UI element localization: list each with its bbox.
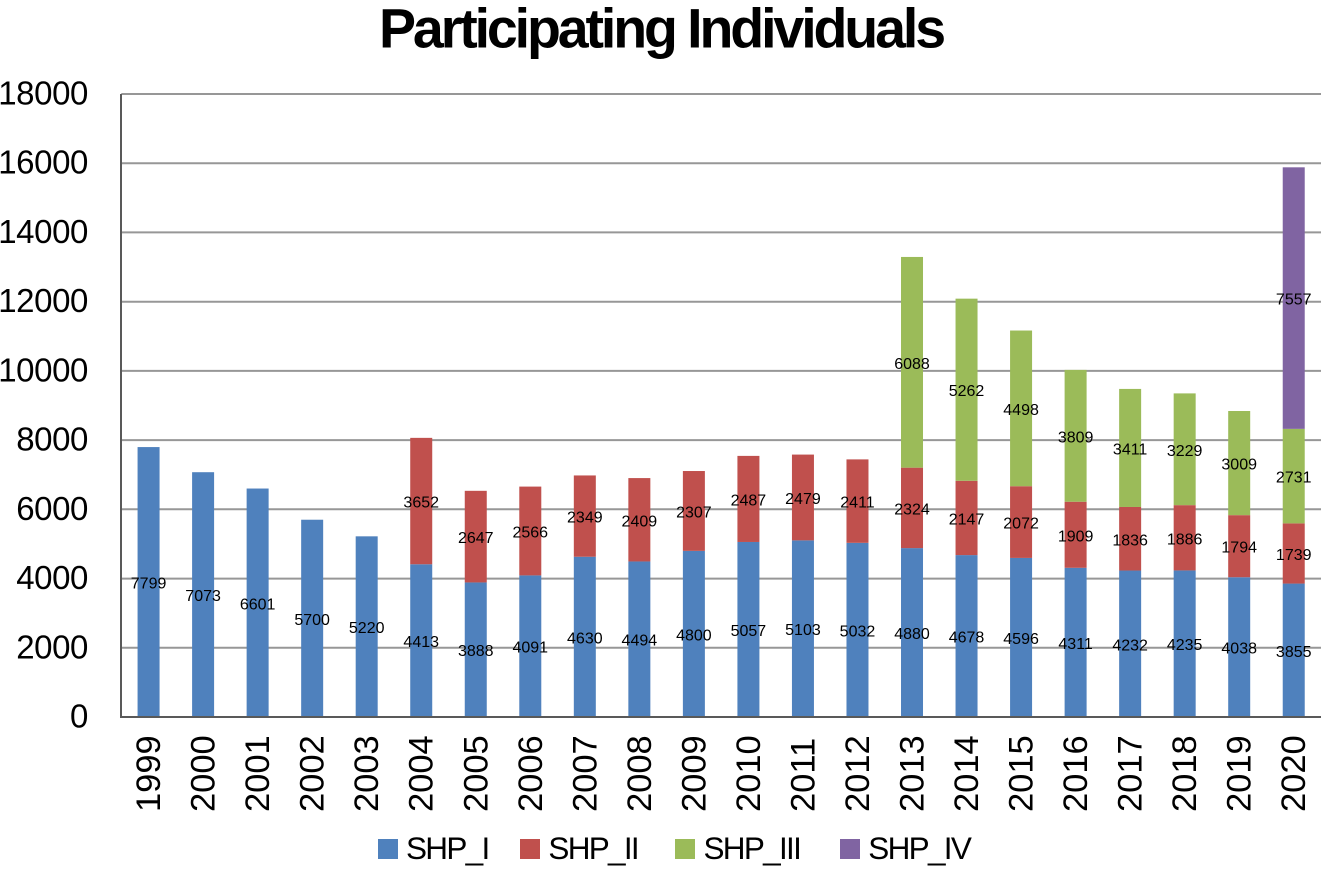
svg-text:2014: 2014 (948, 735, 986, 812)
svg-text:5057: 5057 (731, 623, 767, 640)
svg-text:SHP_IV: SHP_IV (868, 830, 972, 866)
svg-text:7557: 7557 (1276, 292, 1312, 309)
svg-text:2002: 2002 (294, 735, 332, 812)
svg-text:4038: 4038 (1221, 641, 1257, 658)
svg-text:4880: 4880 (894, 626, 930, 643)
svg-text:6088: 6088 (894, 356, 930, 373)
svg-text:1836: 1836 (1112, 532, 1148, 549)
svg-text:2003: 2003 (348, 735, 386, 812)
svg-text:SHP_II: SHP_II (548, 830, 638, 866)
svg-text:1886: 1886 (1167, 531, 1203, 548)
svg-text:2004: 2004 (403, 735, 441, 812)
svg-text:2072: 2072 (1003, 516, 1039, 533)
svg-text:2006: 2006 (512, 735, 550, 812)
svg-text:4678: 4678 (949, 630, 985, 647)
svg-text:3009: 3009 (1221, 457, 1257, 474)
svg-text:2409: 2409 (622, 513, 658, 530)
svg-text:4630: 4630 (567, 630, 603, 647)
svg-text:8000: 8000 (16, 421, 88, 458)
svg-text:3652: 3652 (403, 495, 439, 512)
svg-text:12000: 12000 (0, 282, 88, 319)
svg-text:2007: 2007 (566, 735, 604, 812)
svg-text:16000: 16000 (0, 144, 88, 181)
svg-text:3888: 3888 (458, 643, 494, 660)
svg-text:1999: 1999 (130, 735, 168, 812)
svg-text:2731: 2731 (1276, 470, 1312, 487)
svg-text:4091: 4091 (512, 640, 548, 657)
svg-text:2647: 2647 (458, 530, 494, 547)
svg-text:2010: 2010 (730, 735, 768, 812)
svg-text:2349: 2349 (567, 510, 603, 527)
svg-text:6601: 6601 (240, 596, 276, 613)
svg-text:2018: 2018 (1166, 735, 1204, 812)
svg-text:5103: 5103 (785, 622, 821, 639)
svg-text:2019: 2019 (1221, 735, 1259, 812)
svg-text:3411: 3411 (1113, 441, 1148, 458)
svg-text:4800: 4800 (676, 627, 712, 644)
svg-text:2008: 2008 (621, 735, 659, 812)
svg-text:5032: 5032 (840, 623, 876, 640)
svg-text:6000: 6000 (16, 490, 88, 527)
svg-text:3229: 3229 (1167, 443, 1203, 460)
svg-text:2015: 2015 (1003, 735, 1041, 812)
svg-text:2324: 2324 (894, 501, 930, 518)
svg-text:2020: 2020 (1275, 735, 1313, 812)
svg-text:2566: 2566 (512, 525, 548, 542)
svg-text:1739: 1739 (1276, 547, 1312, 564)
svg-text:2016: 2016 (1057, 735, 1095, 812)
svg-text:2011: 2011 (784, 738, 822, 812)
svg-text:4494: 4494 (622, 633, 658, 650)
svg-text:SHP_I: SHP_I (406, 830, 489, 866)
svg-text:3809: 3809 (1058, 429, 1094, 446)
svg-text:2479: 2479 (785, 491, 821, 508)
svg-text:4232: 4232 (1112, 637, 1148, 654)
svg-text:2005: 2005 (457, 735, 495, 812)
svg-text:0: 0 (70, 698, 88, 735)
svg-text:18000: 18000 (0, 75, 88, 112)
svg-text:5220: 5220 (349, 620, 385, 637)
svg-text:5700: 5700 (294, 612, 330, 629)
svg-text:1794: 1794 (1221, 540, 1257, 557)
svg-text:4235: 4235 (1167, 637, 1203, 654)
svg-text:2147: 2147 (949, 511, 985, 528)
svg-text:2017: 2017 (1112, 735, 1150, 812)
svg-text:4311: 4311 (1058, 636, 1093, 653)
svg-text:4498: 4498 (1003, 402, 1039, 419)
svg-text:7073: 7073 (185, 588, 221, 605)
svg-text:14000: 14000 (0, 213, 88, 250)
svg-text:2009: 2009 (675, 735, 713, 812)
svg-text:2012: 2012 (839, 735, 877, 812)
svg-text:3855: 3855 (1276, 644, 1312, 661)
svg-text:Participating Individuals: Participating Individuals (379, 0, 944, 60)
svg-text:SHP_III: SHP_III (704, 830, 801, 866)
svg-text:2000: 2000 (16, 628, 88, 665)
svg-text:4413: 4413 (403, 634, 439, 651)
svg-text:5262: 5262 (949, 383, 985, 400)
svg-text:2487: 2487 (731, 492, 767, 509)
svg-text:2001: 2001 (239, 735, 277, 812)
svg-text:4000: 4000 (16, 559, 88, 596)
svg-text:4596: 4596 (1003, 631, 1039, 648)
svg-text:2307: 2307 (676, 504, 712, 521)
svg-text:1909: 1909 (1058, 528, 1094, 545)
svg-text:10000: 10000 (0, 351, 88, 388)
svg-text:2411: 2411 (840, 495, 875, 512)
svg-text:7799: 7799 (131, 576, 167, 593)
svg-text:2000: 2000 (185, 735, 223, 812)
svg-text:2013: 2013 (894, 735, 932, 812)
